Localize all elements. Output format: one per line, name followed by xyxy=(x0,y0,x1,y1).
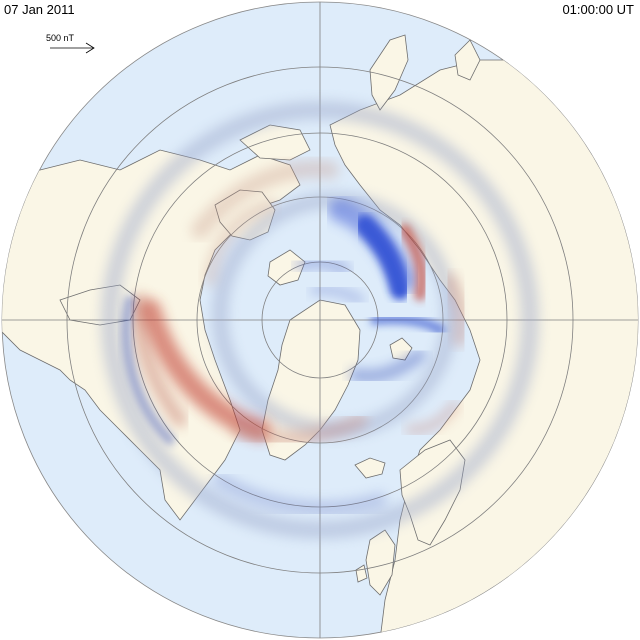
time-label: 01:00:00 UT xyxy=(562,2,634,17)
land-iceland xyxy=(354,457,386,479)
scale-arrow-icon xyxy=(50,42,95,54)
land-british-isles xyxy=(365,529,396,596)
date-label: 07 Jan 2011 xyxy=(4,2,75,17)
perturbation-field xyxy=(101,101,539,539)
scale-label: 500 nT xyxy=(46,33,75,43)
